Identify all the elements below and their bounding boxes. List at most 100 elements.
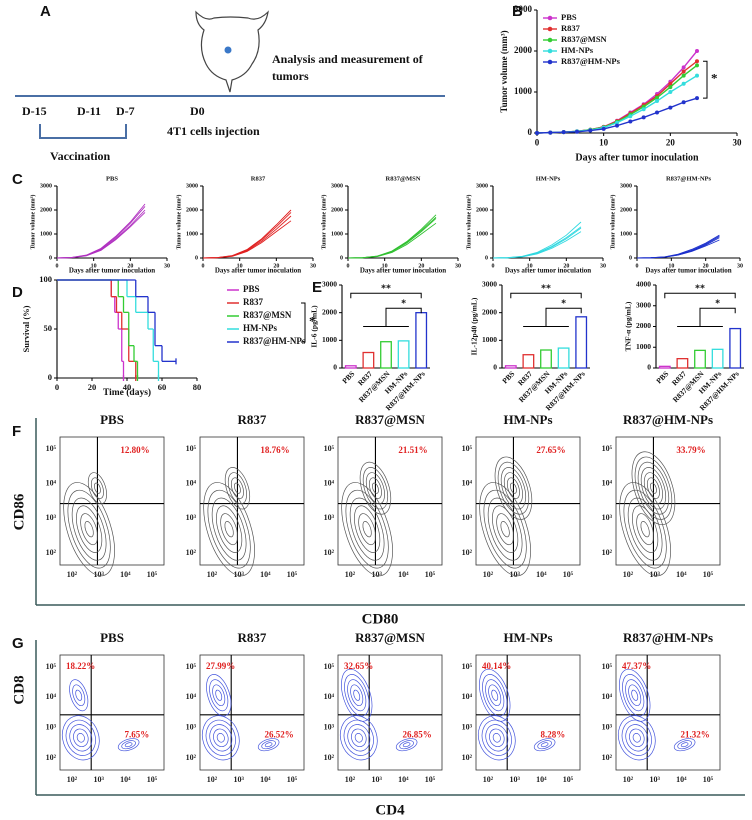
contour [485,679,505,712]
y-tick-label: 10² [186,548,197,557]
contour [632,733,641,743]
contour [628,684,642,707]
x-tick-label: 30 [600,264,606,270]
contour [479,668,511,722]
y-tick-label: 10⁴ [602,478,613,487]
y-tick-label: 10² [46,753,57,762]
contour [71,497,107,561]
contour [117,738,140,752]
data-point [681,65,686,70]
data-point [655,95,659,100]
x-tick-label: 10⁴ [120,775,131,784]
bar [711,348,724,369]
contour [487,497,523,561]
contour [510,482,517,494]
significance-bracket [699,307,736,327]
contour [625,679,645,712]
contour [224,467,251,510]
data-point [575,129,579,134]
y-tick-label: 2000 [331,207,343,213]
y-tick-label: 100 [39,274,52,284]
contour [350,684,364,707]
contour [205,719,236,756]
contour [673,738,696,752]
contour [479,482,531,577]
gate-percentage: 26.85% [402,730,431,740]
y-tick-label: 50 [44,323,53,333]
x-tick-label: 10³ [371,570,382,579]
series-line [56,212,146,259]
y-axis-label: IL-6 (pg/mL) [310,305,319,348]
x-axis-label: CD80 [362,611,399,627]
contour [629,728,645,747]
x-tick-label: 10 [599,137,609,147]
y-axis-label: Survival (%) [21,305,31,352]
y-tick-label: 1000 [331,231,343,237]
contour [488,684,502,707]
contour [617,715,656,761]
contour [209,724,233,752]
y-tick-label: 1000 [322,335,337,344]
contour [353,689,361,701]
contour [537,740,552,750]
chart-title: R837@HM-NPs [666,175,712,182]
series-line [492,231,582,259]
y-tick-label: 10⁵ [462,444,473,453]
significance-mark: ** [541,284,551,295]
x-tick-label: 10⁵ [147,570,158,579]
y-axis-label: Tumor volume (mm³) [320,195,327,250]
plot-title: R837 [238,412,267,427]
bar [694,349,706,369]
contour [63,482,115,577]
gate-percentage: 27.99% [206,661,235,671]
bar [729,327,742,369]
y-tick-label: 10⁵ [462,662,473,671]
bar [504,365,517,369]
y-tick-label: 2000 [40,207,52,213]
y-tick-label: 3000 [636,300,651,309]
contour [491,689,499,701]
series-line [347,216,437,259]
x-axis-label: Days after tumor inoculation [505,267,591,275]
contour [500,521,510,538]
x-tick-label: 10⁵ [563,775,574,784]
y-tick-label: 10⁵ [602,662,613,671]
plot-title: R837@HM-NPs [623,630,713,645]
contour [481,719,512,756]
y-tick-label: 3000 [482,280,497,289]
x-tick-label: 10 [668,264,674,270]
contour [489,728,505,747]
contour [121,740,136,750]
x-tick-label: 30 [455,264,461,270]
gate-percentage: 21.51% [398,445,427,455]
legend-label: R837@MSN [243,310,292,320]
contour [227,472,247,505]
y-axis-label: Tumor volume (mm³) [29,195,36,250]
x-tick-label: 10² [483,775,494,784]
contour [494,456,533,520]
y-tick-label: 0 [485,255,488,261]
bar [397,340,410,369]
flow-plot [475,654,581,771]
y-tick-label: 10³ [602,513,613,522]
contour [84,521,94,538]
x-tick-label: 10⁴ [398,775,409,784]
contour [61,715,100,761]
series-line [347,222,437,259]
data-point [695,49,699,53]
y-tick-label: 10⁵ [186,444,197,453]
contour [215,689,223,701]
y-tick-label: 2000 [620,207,632,213]
contour [75,689,83,701]
y-tick-label: 1000 [482,335,497,344]
contour [637,461,670,515]
x-tick-label: 10³ [649,775,660,784]
y-tick-label: 1000 [620,231,632,237]
contour [80,513,98,546]
data-point [641,107,646,112]
y-tick-label: 1000 [636,342,651,351]
data-point [681,73,686,78]
y-tick-label: 3000 [514,4,533,14]
flow-plot [59,654,165,771]
data-point [668,81,673,86]
